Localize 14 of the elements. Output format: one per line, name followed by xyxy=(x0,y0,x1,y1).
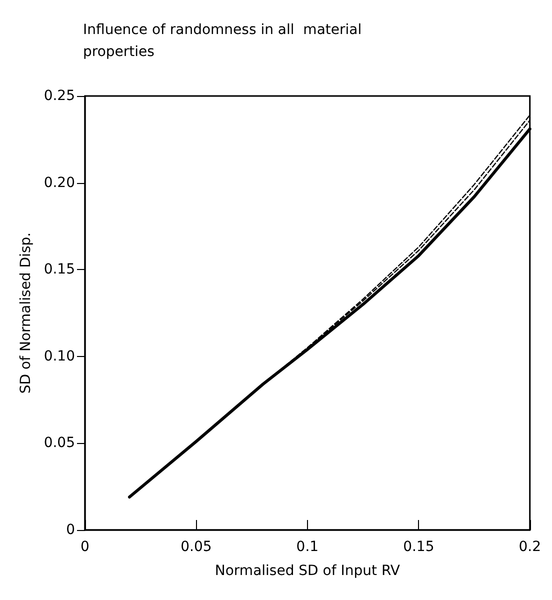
x-tick-label: 0.05 xyxy=(180,539,212,555)
x-tick-label: 0.1 xyxy=(296,539,319,555)
y-tick-label: 0.15 xyxy=(44,262,75,278)
x-tick-label: 0.2 xyxy=(518,539,541,555)
y-tick-label: 0.20 xyxy=(44,174,75,191)
x-axis-title: Normalised SD of Input RV xyxy=(214,563,400,579)
chart-title: Influence of randomness in all material properties xyxy=(83,22,362,60)
y-tick-label: 0.25 xyxy=(44,88,75,104)
y-axis-title: SD of Normalised Disp. xyxy=(18,232,34,394)
y-tick-label: 0 xyxy=(66,522,75,538)
y-tick-label: 0.10 xyxy=(44,348,75,364)
x-tick-label: 0.15 xyxy=(403,539,434,555)
y-tick-label: 0.05 xyxy=(44,435,75,452)
x-tick-label: 0 xyxy=(80,539,90,555)
